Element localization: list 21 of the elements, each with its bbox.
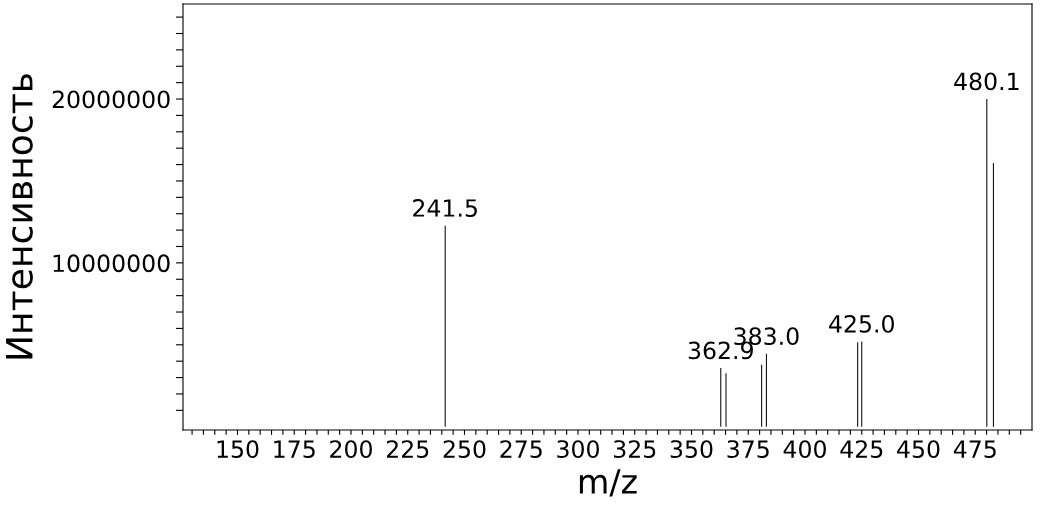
- x-tick-label: 450: [897, 440, 940, 458]
- x-tick-label: 325: [614, 440, 656, 458]
- x-tick-label: 350: [670, 440, 713, 458]
- annotation: 241.5: [413, 199, 477, 217]
- annotation: 425.0: [829, 314, 894, 333]
- x-tick-label: 275: [500, 440, 542, 458]
- x-tick-label: 250: [443, 440, 486, 458]
- x-tick-label: 375: [727, 440, 769, 458]
- y-tick-label: 20000000: [52, 90, 170, 109]
- x-tick-label: 425: [840, 440, 883, 458]
- x-tick-label: 175: [274, 440, 315, 458]
- x-tick-label: 475: [953, 440, 996, 458]
- y-axis-title: Интенсивность: [6, 74, 33, 359]
- x-tick-label: 150: [217, 440, 259, 458]
- y-tick-label: 10000000: [53, 254, 170, 273]
- x-tick-label: 400: [783, 440, 826, 458]
- x-tick-label: 225: [386, 440, 429, 458]
- x-axis-title: m/z: [579, 469, 637, 497]
- x-tick-label: 300: [557, 440, 599, 458]
- annotation: 480.1: [954, 72, 1019, 91]
- x-tick-label: 200: [330, 440, 372, 458]
